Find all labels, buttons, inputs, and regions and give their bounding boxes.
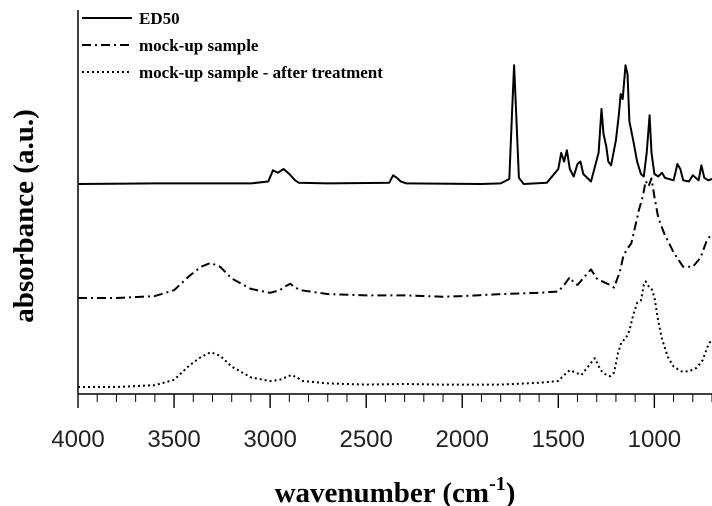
y-axis-label: absorbance (a.u.) [8, 109, 40, 322]
x-axis-label-close: ) [506, 477, 516, 506]
plot-area [77, 64, 712, 388]
x-tick-label: 4000 [51, 426, 104, 453]
x-tick-label: 1500 [532, 426, 585, 453]
x-axis-label-main: wavenumber (cm [275, 477, 490, 506]
x-axis-label-superscript: -1 [489, 473, 506, 495]
x-tick-label: 3500 [147, 426, 200, 453]
legend: ED50 mock-up sample mock-up sample - after… [82, 9, 383, 82]
series-line-3 [78, 280, 712, 388]
legend-label-1: ED50 [139, 9, 180, 28]
series-line-1 [77, 64, 712, 185]
x-tick-label: 2500 [339, 426, 392, 453]
legend-label-2: mock-up sample [139, 36, 259, 55]
legend-label-3: mock-up sample - after treatment [139, 63, 383, 82]
series-line-2 [78, 177, 712, 299]
x-tick-label: 3000 [243, 426, 296, 453]
x-tick-label: 2000 [436, 426, 489, 453]
x-tick-label: 1000 [628, 426, 681, 453]
x-axis-label: wavenumber (cm-1) [275, 473, 516, 506]
axes: 4000 3500 3000 2500 2000 1500 1000 [51, 10, 712, 453]
